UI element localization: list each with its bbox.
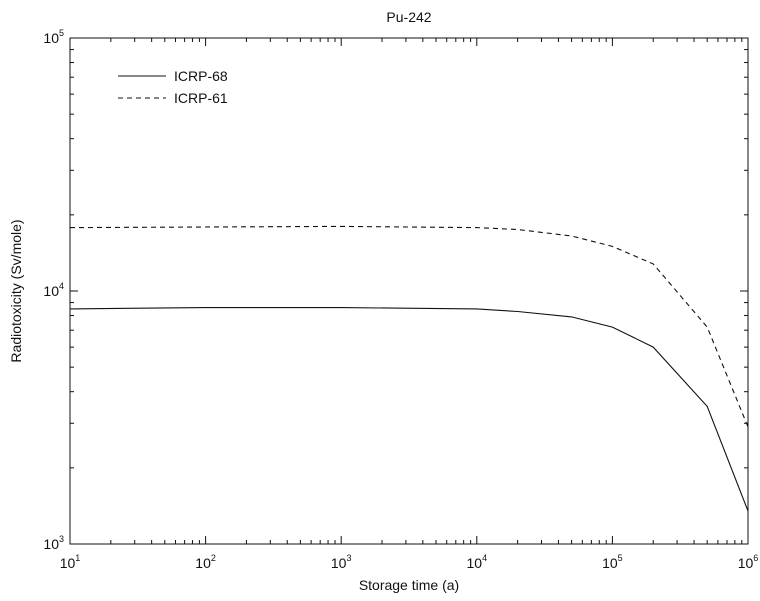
y-tick-label: 103 [43, 534, 64, 552]
x-tick-label: 106 [738, 553, 759, 571]
x-tick-label: 101 [60, 553, 81, 571]
x-tick-label: 105 [602, 553, 623, 571]
y-axis-label: Radiotoxicity (Sv/mole) [8, 219, 24, 362]
series-line-icrp-68 [69, 307, 749, 512]
legend: ICRP-68 ICRP-61 [118, 68, 228, 106]
chart-title: Pu-242 [386, 9, 431, 25]
y-tick-label: 104 [43, 281, 64, 299]
legend-label: ICRP-61 [174, 90, 228, 106]
legend-label: ICRP-68 [174, 68, 228, 84]
series-layer [69, 225, 749, 512]
y-ticks: 103 104 105 [43, 28, 748, 552]
x-tick-label: 104 [467, 553, 488, 571]
x-tick-label: 103 [331, 553, 352, 571]
x-tick-label: 102 [195, 553, 216, 571]
series-line-icrp-61 [69, 225, 749, 428]
x-axis-label: Storage time (a) [359, 577, 459, 593]
plot-frame [69, 37, 749, 545]
x-ticks: 101 102 103 104 105 106 [60, 38, 759, 571]
y-tick-label: 105 [43, 28, 64, 46]
